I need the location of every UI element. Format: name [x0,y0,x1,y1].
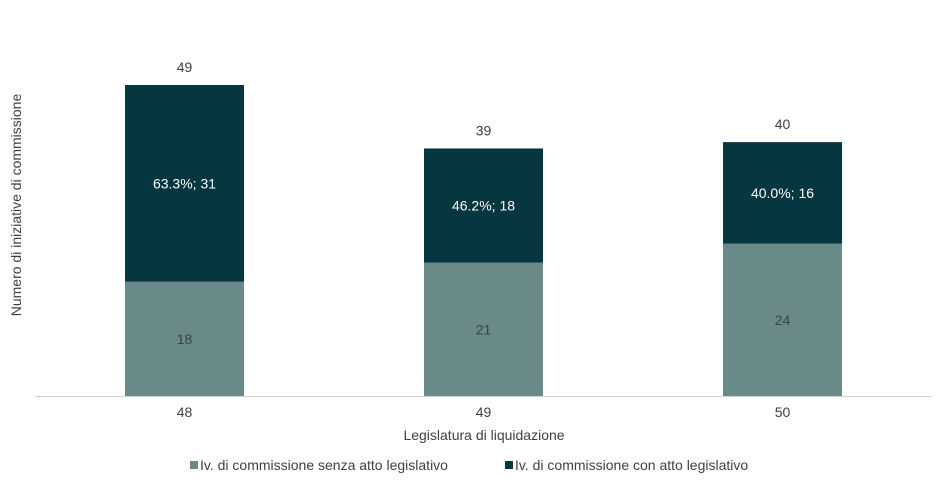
x-tick-label: 49 [476,404,492,420]
bar-segment-senza-50 [723,243,842,396]
labels-layer: 18 63.3%; 31 49 48 21 46.2%; 18 39 49 24 40.0%; 1… [153,59,814,420]
x-tick-label: 48 [177,404,193,420]
legend-item-con: Iv. di commissione con atto legislativo [505,457,748,473]
bars-layer [125,85,842,396]
data-label: 46.2%; 18 [452,198,515,214]
legend-item-senza: Iv. di commissione senza atto legislativ… [190,457,448,473]
bar-segment-senza-49 [424,262,543,396]
data-label: 24 [775,312,791,328]
total-label: 40 [775,116,791,132]
data-label: 40.0%; 16 [751,185,814,201]
x-tick-label: 50 [775,404,791,420]
bar-segment-con-49 [424,148,543,263]
total-label: 49 [177,59,193,75]
bar-segment-con-48 [125,85,244,282]
legend: Iv. di commissione senza atto legislativ… [190,457,748,473]
data-label: 63.3%; 31 [153,175,216,191]
legend-swatch [190,461,198,469]
bar-segment-senza-48 [125,281,244,396]
data-label: 18 [177,331,193,347]
x-axis-title: Legislatura di liquidazione [403,427,564,443]
legend-label: Iv. di commissione senza atto legislativ… [200,457,448,473]
data-label: 21 [476,321,492,337]
legend-label: Iv. di commissione con atto legislativo [515,457,748,473]
total-label: 39 [476,122,492,138]
bar-segment-con-50 [723,142,842,244]
legend-swatch [505,461,513,469]
y-axis-title: Numero di iniziative di commissione [8,94,24,317]
